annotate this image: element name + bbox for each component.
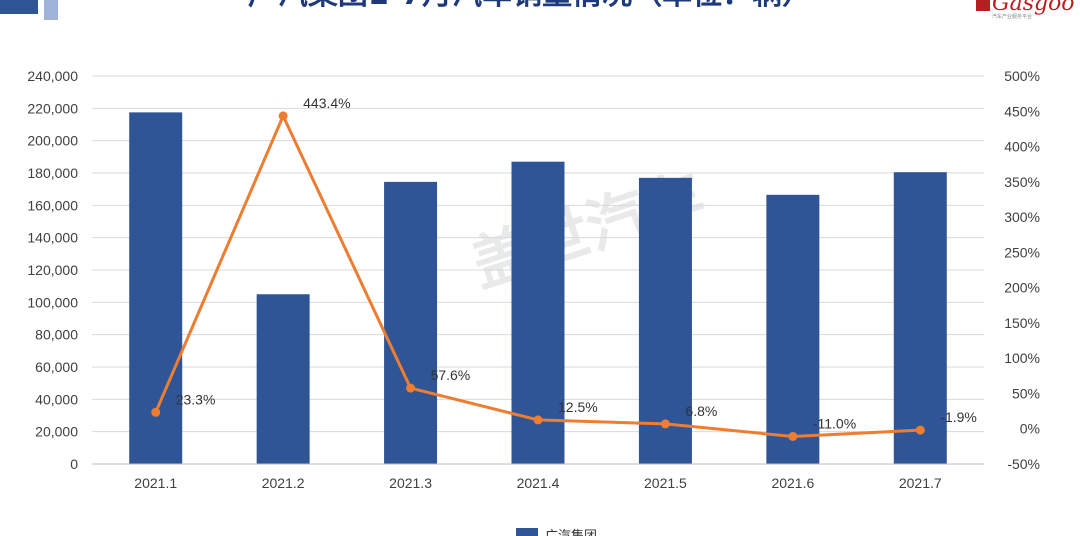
x-tick-label: 2021.6: [771, 475, 814, 491]
bar: [638, 177, 692, 464]
corner-decoration-accent: [44, 0, 58, 20]
y-right-tick-label: 250%: [1004, 244, 1040, 260]
line-point: [915, 425, 925, 435]
line-point: [660, 419, 670, 429]
y-left-tick-label: 100,000: [27, 294, 78, 310]
data-label: -11.0%: [813, 415, 856, 431]
y-right-tick-label: 100%: [1004, 350, 1040, 366]
data-label: 6.8%: [685, 403, 717, 419]
y-right-tick-label: 200%: [1004, 280, 1040, 296]
x-tick-label: 2021.7: [899, 475, 942, 491]
y-left-tick-label: 80,000: [35, 327, 78, 343]
y-right-tick-label: 0%: [1020, 421, 1040, 437]
y-right-tick-label: 500%: [1004, 68, 1040, 84]
x-tick-label: 2021.1: [134, 475, 177, 491]
y-left-tick-label: 0: [70, 456, 78, 472]
y-left-tick-label: 160,000: [27, 197, 78, 213]
legend-label: 广汽集团: [545, 528, 597, 536]
bar: [256, 294, 310, 464]
data-label: -1.9%: [940, 409, 977, 425]
y-left-tick-label: 140,000: [27, 230, 78, 246]
line-point: [151, 407, 161, 417]
bar: [511, 161, 565, 464]
data-label: 57.6%: [431, 367, 471, 383]
legend-swatch: [516, 528, 538, 536]
bar-series: [129, 112, 947, 465]
bar: [129, 112, 183, 464]
data-label: 443.4%: [303, 95, 350, 111]
line-point: [533, 415, 543, 425]
line-series: [151, 111, 925, 441]
x-tick-label: 2021.3: [389, 475, 432, 491]
y-left-tick-label: 60,000: [35, 359, 78, 375]
bar: [384, 181, 438, 464]
x-tick-label: 2021.4: [517, 475, 560, 491]
y-left-tick-label: 240,000: [27, 68, 78, 84]
y-left-tick-label: 120,000: [27, 262, 78, 278]
legend: 广汽集团: [516, 528, 597, 536]
data-labels: 23.3% 443.4% 57.6% 12.5% 6.8% -11.0% -1.9%: [176, 95, 977, 432]
x-tick-label: 2021.2: [262, 475, 305, 491]
x-axis: 2021.1 2021.2 2021.3 2021.4 2021.5 2021.6 2021…: [92, 463, 984, 491]
line-point: [406, 383, 416, 393]
y-axis-right: -50% 0% 50% 100% 150% 200% 250% 300% 350% 400% 450…: [1004, 68, 1040, 472]
y-left-tick-label: 40,000: [35, 391, 78, 407]
data-label: 23.3%: [176, 391, 216, 407]
y-left-tick-label: 200,000: [27, 133, 78, 149]
y-right-tick-label: 350%: [1004, 174, 1040, 190]
logo-text: Gasgoo: [992, 0, 1075, 16]
y-right-tick-label: 450%: [1004, 103, 1040, 119]
logo-subtitle: 汽车产业服务平台: [992, 13, 1032, 20]
y-right-tick-label: 150%: [1004, 315, 1040, 331]
bar: [893, 172, 947, 465]
corner-decoration: [0, 0, 38, 14]
brand-logo: Gasgoo 汽车产业服务平台: [976, 0, 1075, 20]
y-left-tick-label: 220,000: [27, 100, 78, 116]
y-right-tick-label: 50%: [1012, 385, 1040, 401]
line-point: [788, 431, 798, 441]
chart-title: 广汽集团1-7月汽车销量情况（单位：辆）: [248, 0, 812, 12]
y-right-tick-label: -50%: [1007, 456, 1040, 472]
x-tick-label: 2021.5: [644, 475, 687, 491]
bar: [766, 194, 820, 464]
y-left-tick-label: 20,000: [35, 424, 78, 440]
line-point: [278, 111, 288, 121]
y-right-tick-label: 400%: [1004, 139, 1040, 155]
logo-mark-icon: [976, 0, 990, 11]
data-label: 12.5%: [558, 399, 598, 415]
y-right-tick-label: 300%: [1004, 209, 1040, 225]
y-left-tick-label: 180,000: [27, 165, 78, 181]
y-axis-left: 0 20,000 40,000 60,000 80,000 100,000 120,000 1…: [27, 68, 78, 472]
